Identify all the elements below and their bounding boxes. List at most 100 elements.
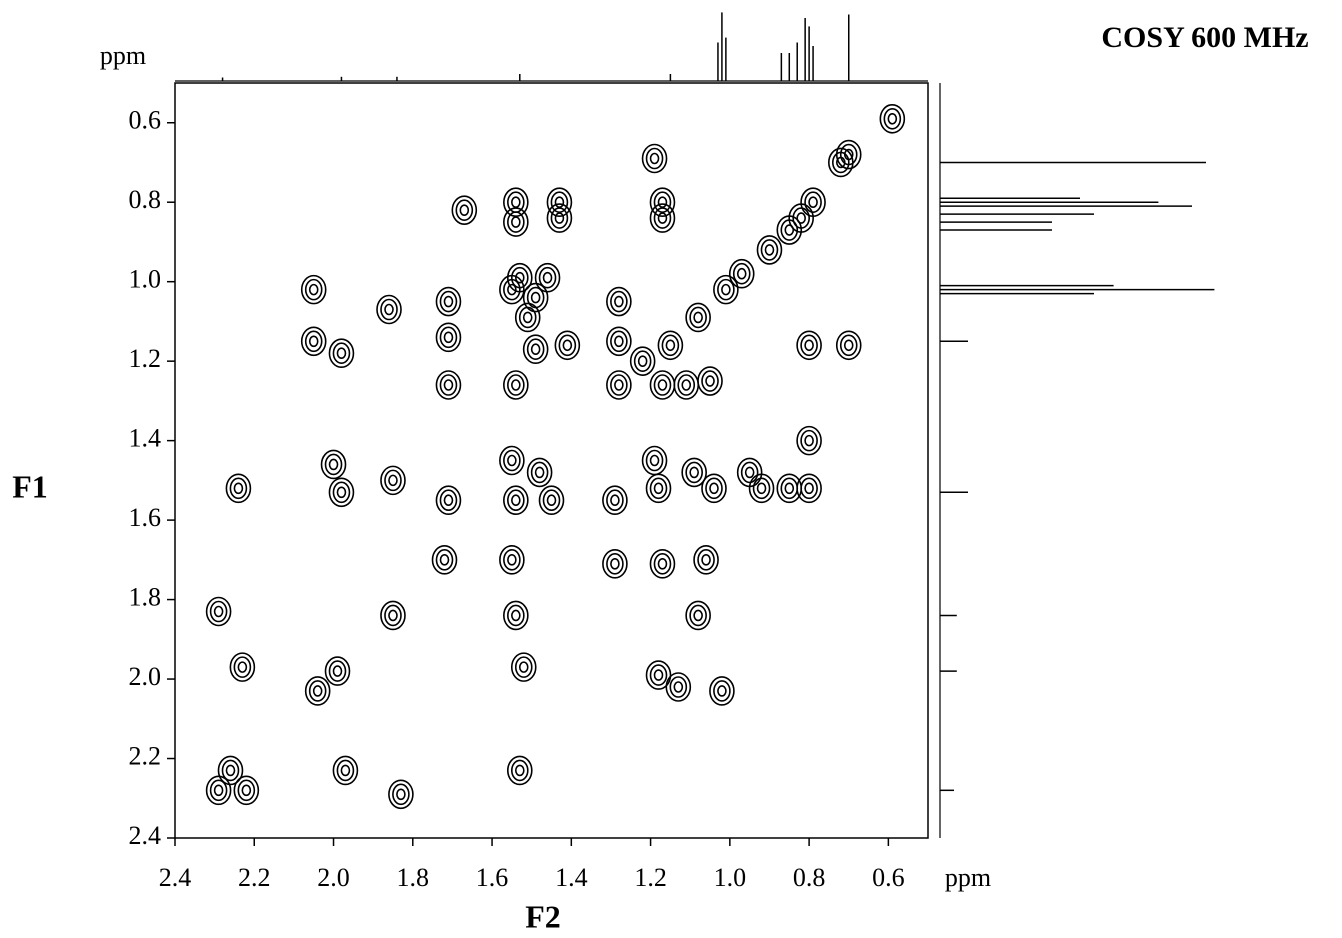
cross-peak-contour [796, 425, 822, 456]
cross-peak-contour [507, 604, 525, 627]
cross-peak-contour [534, 262, 561, 293]
cross-peak-contour [776, 473, 803, 504]
cross-peak-contour [336, 486, 347, 499]
cross-peak-contour [804, 434, 814, 447]
cross-peak-contour [507, 283, 517, 296]
cross-peak-contour [332, 342, 351, 365]
cross-peak-contour [800, 477, 818, 500]
cross-peak-contour [606, 326, 632, 357]
cross-peak-contour [324, 656, 351, 686]
cross-peak-contour [304, 330, 323, 353]
cross-peak-contour [796, 330, 822, 361]
cross-peak-contour [673, 681, 684, 693]
cross-peak-contour [530, 461, 549, 484]
cross-peak-contour [689, 466, 699, 479]
cross-peak-contour [550, 191, 569, 214]
cross-peak-contour [340, 764, 351, 777]
cross-peak-contour [233, 482, 244, 495]
cross-peak-contour [657, 379, 668, 391]
cross-peak-contour [546, 494, 557, 507]
cross-peak-contour [213, 784, 224, 797]
cross-peak-contour [709, 482, 719, 495]
cross-peak-contour [542, 271, 553, 284]
cross-peak-contour [384, 303, 394, 316]
cross-peak-contour [629, 346, 656, 376]
cross-peak-contour [740, 461, 759, 484]
cross-peak-contour [304, 676, 331, 706]
cross-peak-contour [614, 379, 624, 391]
cross-peak-contour [459, 204, 470, 216]
y-tick-label: 1.0 [129, 265, 162, 294]
cross-peak-contour [530, 291, 541, 304]
y-axis-title: F1 [12, 468, 48, 504]
cross-peak-contour [614, 335, 624, 348]
x-tick-label: 1.8 [397, 863, 430, 892]
cross-peak-contour [685, 600, 711, 631]
y-tick-label: 0.6 [129, 106, 162, 135]
cross-peak-contour [558, 334, 577, 357]
cross-peak-contour [879, 103, 906, 134]
cross-peak-contour [709, 676, 735, 706]
cross-peak-contour [606, 286, 632, 317]
cross-peak-contour [439, 326, 458, 349]
cross-peak-contour [300, 274, 327, 305]
cross-peak-contour [756, 235, 783, 265]
cross-peak-contour [499, 274, 525, 305]
cross-peak-contour [435, 286, 462, 317]
cross-peak-contour [511, 216, 521, 228]
cross-peak-contour [514, 271, 525, 284]
cross-peak-contour [209, 779, 228, 802]
y-tick-label: 2.4 [129, 821, 162, 850]
cross-peak-contour [610, 290, 628, 313]
cross-peak-contour [685, 302, 711, 333]
cross-peak-contour [610, 374, 628, 396]
cross-peak-contour [744, 466, 755, 479]
cross-peak-contour [606, 370, 632, 400]
cross-peak-contour [732, 262, 751, 285]
cross-peak-contour [499, 445, 525, 476]
cross-peak-contour [657, 196, 668, 209]
cross-peak-contour [451, 195, 478, 225]
cross-peak-contour [800, 334, 818, 357]
cross-peak-contour [503, 549, 521, 571]
x-tick-label: 1.6 [476, 863, 509, 892]
cross-peak-contour [645, 473, 672, 504]
cross-peak-contour [507, 374, 525, 396]
cross-peak-contour [713, 274, 739, 305]
cross-peak-contour [229, 477, 248, 500]
cross-peak-contour [435, 549, 454, 571]
cross-peak-contour [657, 558, 668, 570]
cross-peak-contour [300, 326, 327, 357]
cross-peak-contour [649, 549, 676, 579]
cross-peak-contour [717, 685, 727, 697]
cross-peak-contour [435, 370, 462, 400]
cross-peak-contour [689, 604, 707, 627]
cross-peak-contour [328, 660, 347, 682]
cross-peak-contour [602, 485, 628, 516]
cross-peak-contour [526, 338, 545, 361]
cross-peak-contour [336, 347, 347, 360]
cross-peak-contour [661, 334, 680, 357]
cross-peak-contour [320, 449, 347, 480]
cross-peak-contour [388, 609, 398, 622]
y-unit: ppm [100, 41, 146, 70]
cross-peak-contour [308, 283, 319, 296]
x-tick-label: 0.6 [872, 863, 905, 892]
cross-peak-contour [435, 322, 462, 353]
cross-peak-contour [836, 156, 846, 169]
cross-peak-contour [217, 755, 244, 786]
cross-peak-contour [796, 212, 806, 224]
cross-peak-contour [843, 339, 854, 352]
cross-peak-contour [507, 554, 517, 566]
cross-peak-contour [748, 473, 775, 504]
y-tick-label: 1.2 [129, 344, 162, 373]
cross-peak-contour [653, 482, 664, 495]
cross-peak-contour [645, 449, 664, 472]
cross-peak-contour [233, 656, 252, 678]
cross-peak-contour [443, 295, 454, 308]
cross-peak-contour [225, 764, 236, 777]
x-axis-title: F2 [525, 898, 561, 934]
cross-peak-contour [308, 335, 319, 348]
cross-peak-contour [677, 374, 696, 396]
